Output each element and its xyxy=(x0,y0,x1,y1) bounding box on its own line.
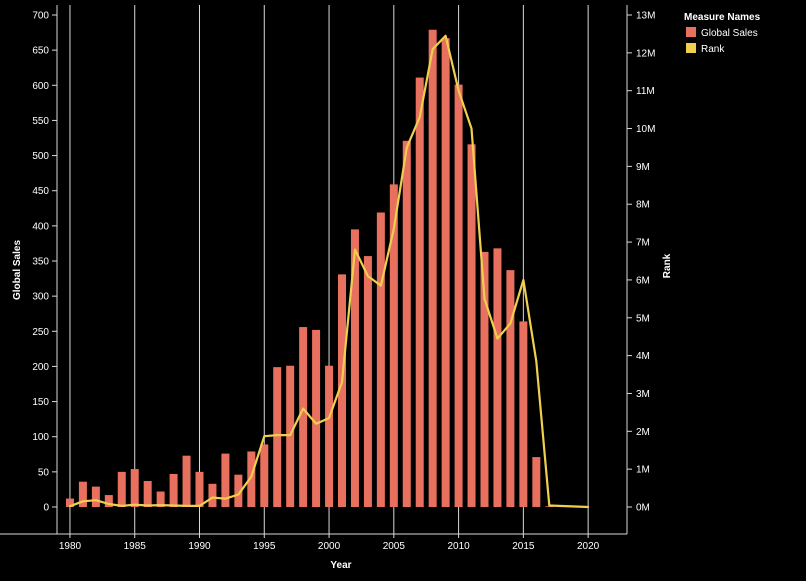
y-left-tick-label-250: 250 xyxy=(32,327,49,338)
axes xyxy=(0,5,628,535)
x-tick-label-1995: 1995 xyxy=(253,541,276,552)
bar-global-sales-2001 xyxy=(338,274,346,507)
legend-swatch-global-sales xyxy=(686,27,696,37)
bar-global-sales-2012 xyxy=(480,251,489,507)
x-tick-label-1985: 1985 xyxy=(124,541,147,552)
bar-global-sales-2000 xyxy=(325,365,334,507)
x-axis-ticks: 1980 1985 1990 1995 2000 2005 2010 2015 2020 xyxy=(59,534,600,552)
bar-global-sales-1992 xyxy=(221,453,230,507)
legend-swatch-rank xyxy=(686,43,696,53)
bar-global-sales-2017 xyxy=(545,506,554,507)
y-axis-right-ticks: 0M 1M 2M 3M 4M 5M 6M 7M 8M 9M 10M 11M 12M 13M xyxy=(627,11,655,514)
bar-series xyxy=(65,29,554,508)
y-left-tick-label-350: 350 xyxy=(32,257,49,268)
legend-label-global-sales: Global Sales xyxy=(701,28,758,39)
bar-global-sales-1987 xyxy=(156,491,165,507)
bar-global-sales-2014 xyxy=(506,270,515,507)
bar-global-sales-1996 xyxy=(273,367,282,507)
y-axis-right-title: Rank xyxy=(662,253,673,278)
x-tick-label-2020: 2020 xyxy=(577,541,600,552)
y-right-tick-label-2M: 2M xyxy=(636,427,650,438)
bar-global-sales-1995 xyxy=(260,444,269,507)
x-tick-label-1990: 1990 xyxy=(188,541,211,552)
legend-label-rank: Rank xyxy=(701,44,725,55)
y-left-tick-label-150: 150 xyxy=(32,397,49,408)
y-right-tick-label-13M: 13M xyxy=(636,11,655,22)
bar-global-sales-1999 xyxy=(312,329,321,507)
bar-global-sales-2006 xyxy=(402,140,411,507)
y-left-tick-label-50: 50 xyxy=(38,467,50,478)
bar-global-sales-1980 xyxy=(65,498,74,507)
bar-global-sales-1984 xyxy=(117,471,126,507)
bar-global-sales-2004 xyxy=(376,212,385,507)
y-right-tick-label-5M: 5M xyxy=(636,313,650,324)
y-left-tick-label-650: 650 xyxy=(32,46,49,57)
y-right-tick-label-11M: 11M xyxy=(636,86,655,97)
bar-global-sales-1985 xyxy=(130,469,139,507)
x-tick-label-2010: 2010 xyxy=(447,541,470,552)
bar-global-sales-2011 xyxy=(467,144,476,507)
bar-global-sales-1997 xyxy=(286,365,295,507)
y-left-tick-label-400: 400 xyxy=(32,221,49,232)
y-right-tick-label-0M: 0M xyxy=(636,503,650,514)
bar-global-sales-1986 xyxy=(143,480,152,507)
line-rank xyxy=(68,34,590,509)
bar-global-sales-1988 xyxy=(169,473,178,507)
bar-global-sales-1998 xyxy=(299,327,308,507)
legend: Measure Names Global Sales Rank xyxy=(684,12,761,55)
x-tick-label-1980: 1980 xyxy=(59,541,82,552)
line-series xyxy=(68,34,590,509)
y-left-tick-label-100: 100 xyxy=(32,432,49,443)
bar-global-sales-1993 xyxy=(234,474,243,507)
y-right-tick-label-10M: 10M xyxy=(636,124,655,135)
bar-global-sales-2007 xyxy=(415,77,424,507)
y-axis-left-title: Global Sales xyxy=(12,240,23,300)
y-right-tick-label-6M: 6M xyxy=(636,275,650,286)
y-left-tick-label-700: 700 xyxy=(32,11,49,22)
bar-global-sales-2016 xyxy=(532,457,541,507)
bar-global-sales-2005 xyxy=(389,184,398,508)
y-right-tick-label-4M: 4M xyxy=(636,351,650,362)
y-left-tick-label-550: 550 xyxy=(32,116,49,127)
y-left-tick-label-500: 500 xyxy=(32,151,49,162)
y-right-tick-label-3M: 3M xyxy=(636,389,650,400)
y-right-tick-label-8M: 8M xyxy=(636,200,650,211)
bar-global-sales-2013 xyxy=(493,248,502,507)
legend-title: Measure Names xyxy=(684,12,761,23)
y-left-tick-label-600: 600 xyxy=(32,81,49,92)
bar-global-sales-2015 xyxy=(519,321,528,507)
bar-global-sales-2003 xyxy=(363,256,372,507)
x-axis-title: Year xyxy=(330,560,351,571)
bar-global-sales-1982 xyxy=(91,486,100,507)
y-right-tick-label-7M: 7M xyxy=(636,238,650,249)
x-tick-label-2015: 2015 xyxy=(512,541,535,552)
y-right-tick-label-9M: 9M xyxy=(636,162,650,173)
y-right-tick-label-1M: 1M xyxy=(636,465,650,476)
y-axis-left-ticks: 0 50 100 150 200 250 300 350 400 450 500 550 600 650 7… xyxy=(32,11,57,514)
bar-global-sales-1994 xyxy=(247,451,256,507)
y-right-tick-label-12M: 12M xyxy=(636,48,655,59)
x-tick-label-2005: 2005 xyxy=(383,541,406,552)
bar-global-sales-2009 xyxy=(441,38,450,508)
bar-global-sales-1981 xyxy=(78,481,87,507)
bar-global-sales-2002 xyxy=(350,229,359,507)
bar-global-sales-1990 xyxy=(195,471,204,507)
bar-global-sales-2010 xyxy=(454,84,463,507)
x-tick-label-2000: 2000 xyxy=(318,541,341,552)
bar-global-sales-1991 xyxy=(208,483,217,507)
bar-global-sales-1983 xyxy=(104,495,113,507)
y-left-tick-label-300: 300 xyxy=(32,292,49,303)
y-left-tick-label-0: 0 xyxy=(43,503,49,514)
y-left-tick-label-200: 200 xyxy=(32,362,49,373)
bar-global-sales-1989 xyxy=(182,455,191,507)
y-left-tick-label-450: 450 xyxy=(32,186,49,197)
bar-global-sales-2008 xyxy=(428,29,437,507)
